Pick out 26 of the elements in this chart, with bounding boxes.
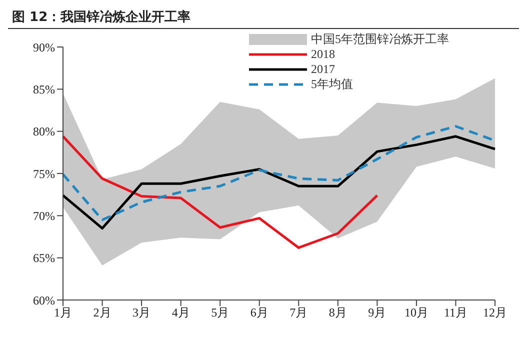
x-tick-label: 11月	[444, 306, 468, 320]
x-tick-label: 1月	[54, 306, 72, 320]
y-tick-label: 75%	[33, 166, 55, 181]
x-tick-label: 12月	[483, 306, 507, 320]
legend-label: 2017	[311, 62, 335, 77]
line-series	[62, 135, 378, 249]
line-series	[62, 135, 496, 230]
x-tick-label: 5月	[211, 306, 230, 320]
text: 中国5年范围锌冶炼开工率	[311, 32, 449, 47]
y-tick-label: 80%	[33, 124, 55, 139]
x-tick-label: 4月	[172, 306, 190, 320]
x-tick-label: 7月	[290, 306, 308, 320]
x-tick-label: 3月	[132, 306, 151, 320]
x-tick-label: 10月	[404, 306, 428, 320]
y-tick-label: 70%	[33, 208, 55, 223]
y-tick-label: 60%	[33, 293, 55, 308]
x-tick-label: 6月	[250, 306, 268, 320]
y-tick-label: 65%	[33, 251, 55, 266]
y-tick-label: 90%	[33, 40, 55, 54]
legend-label: 5年均值	[311, 77, 353, 92]
x-tick-label: 8月	[328, 306, 347, 320]
y-tick-label: 85%	[33, 82, 55, 96]
x-tick-label: 9月	[368, 306, 386, 320]
legend-label: 2018	[311, 47, 335, 62]
chart-title: 图 12：我国锌冶炼企业开工率	[8, 8, 519, 29]
x-tick-label: 2月	[93, 306, 112, 320]
